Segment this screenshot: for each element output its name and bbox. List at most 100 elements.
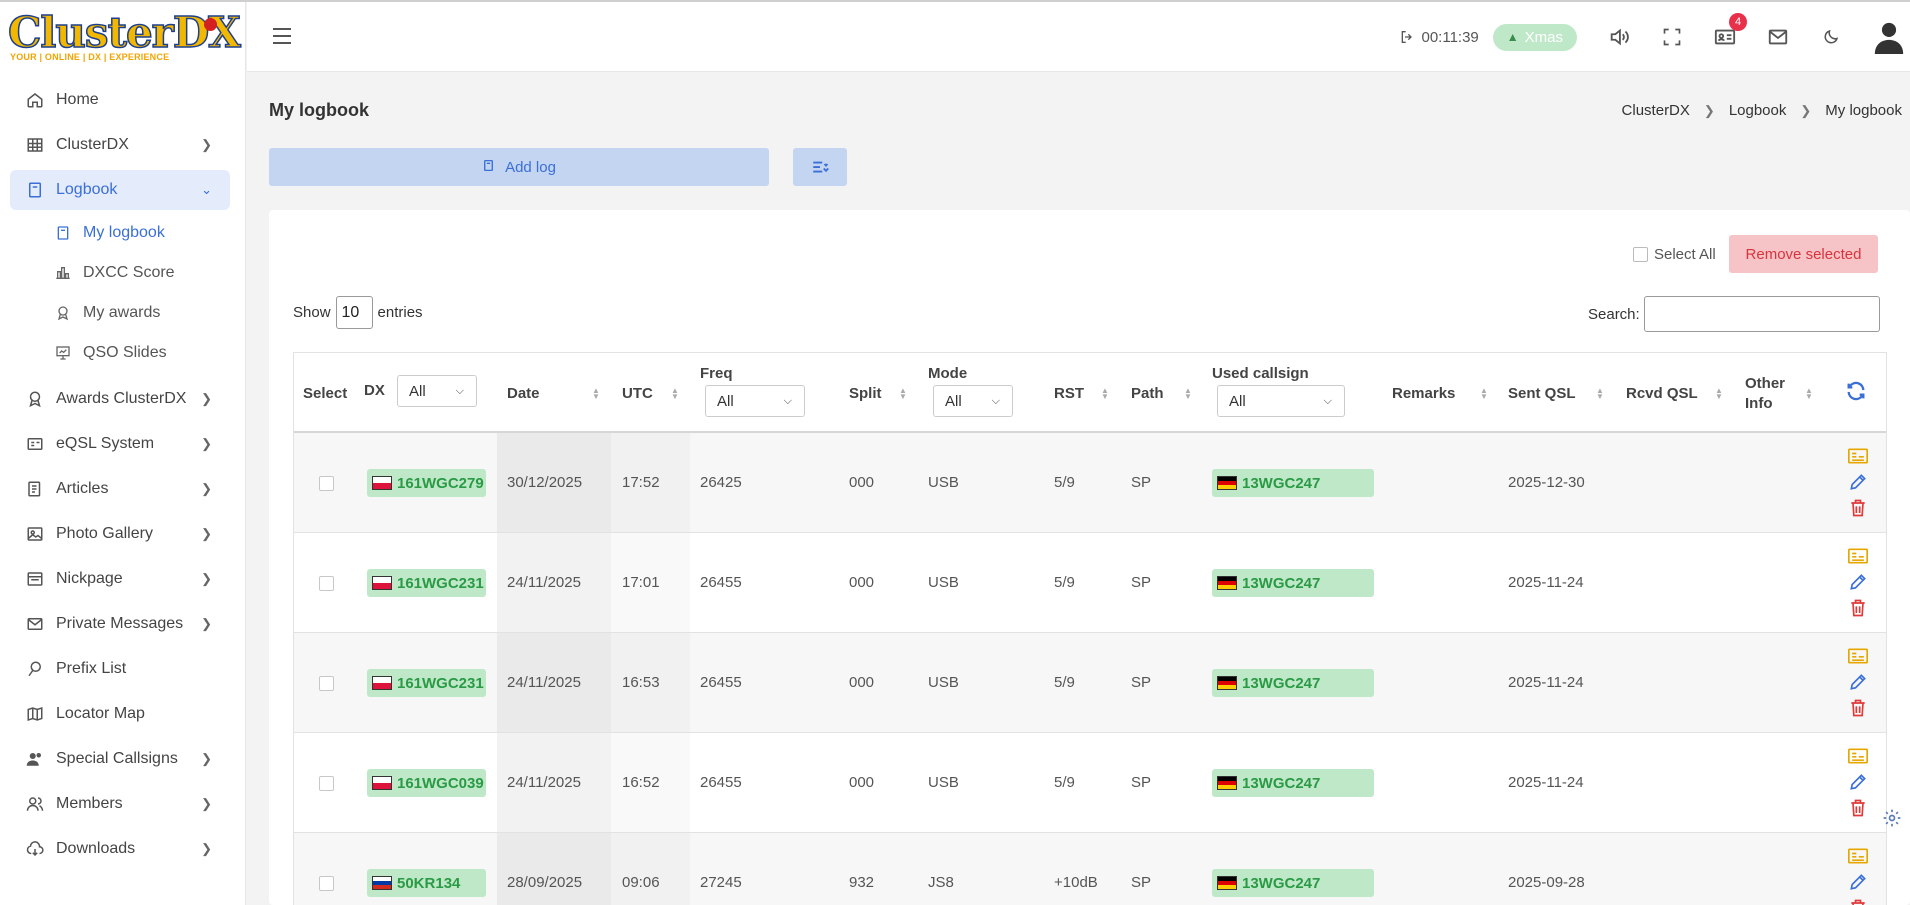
delete-icon[interactable] bbox=[1847, 895, 1869, 905]
row-checkbox[interactable] bbox=[319, 776, 334, 791]
used-callsign-pill[interactable]: 13WGC247 bbox=[1212, 769, 1374, 797]
cell-date: 24/11/2025 bbox=[507, 674, 581, 691]
sidebar-subitem-dxcc-score[interactable]: DXCC Score bbox=[10, 253, 230, 293]
sidebar-item-prefix-list[interactable]: Prefix List bbox=[10, 649, 230, 689]
col-utc[interactable]: UTC bbox=[622, 385, 653, 402]
book-icon bbox=[482, 159, 495, 176]
sidebar-item-locator-map[interactable]: Locator Map bbox=[10, 694, 230, 734]
mail-icon[interactable] bbox=[1766, 25, 1790, 49]
qsl-card-icon[interactable] bbox=[1847, 643, 1869, 669]
qsl-card-icon[interactable] bbox=[1847, 843, 1869, 869]
row-checkbox[interactable] bbox=[319, 876, 334, 891]
germany-flag-icon bbox=[1217, 776, 1237, 790]
sort-icon[interactable]: ▲ ▼ bbox=[1596, 386, 1604, 401]
delete-icon[interactable] bbox=[1847, 795, 1869, 821]
sort-icon[interactable]: ▲ ▼ bbox=[671, 386, 679, 401]
breadcrumb-item[interactable]: ClusterDX bbox=[1621, 102, 1690, 119]
edit-icon[interactable] bbox=[1847, 469, 1869, 495]
menu-toggle-icon[interactable] bbox=[273, 28, 291, 44]
delete-icon[interactable] bbox=[1847, 695, 1869, 721]
col-path[interactable]: Path bbox=[1131, 385, 1164, 402]
qsl-card-icon[interactable] bbox=[1847, 443, 1869, 469]
volume-icon[interactable] bbox=[1607, 25, 1631, 49]
sort-icon[interactable]: ▲ ▼ bbox=[592, 386, 600, 401]
col-remarks[interactable]: Remarks bbox=[1392, 385, 1456, 402]
id-card-icon[interactable]: 4 bbox=[1713, 13, 1747, 49]
used-callsign-pill[interactable]: 13WGC247 bbox=[1212, 669, 1374, 697]
edit-icon[interactable] bbox=[1847, 669, 1869, 695]
sort-icon[interactable]: ▲ ▼ bbox=[1101, 386, 1109, 401]
add-log-button[interactable]: Add log bbox=[269, 148, 769, 186]
select-all-checkbox[interactable]: Select All bbox=[1633, 246, 1716, 263]
delete-icon[interactable] bbox=[1847, 595, 1869, 621]
col-split[interactable]: Split bbox=[849, 385, 882, 402]
sort-icon[interactable]: ▲ ▼ bbox=[1480, 386, 1488, 401]
sidebar-item-special-callsigns[interactable]: Special Callsigns ❯ bbox=[10, 739, 230, 779]
sidebar-item-articles[interactable]: Articles ❯ bbox=[10, 469, 230, 509]
sidebar-item-downloads[interactable]: Downloads ❯ bbox=[10, 829, 230, 869]
used-callsign-pill[interactable]: 13WGC247 bbox=[1212, 469, 1374, 497]
sidebar-subitem-qso-slides[interactable]: QSO Slides bbox=[10, 333, 230, 373]
sidebar-item-photo-gallery[interactable]: Photo Gallery ❯ bbox=[10, 514, 230, 554]
used-callsign-filter-select[interactable]: All ⌵ bbox=[1217, 385, 1345, 417]
used-callsign-pill[interactable]: 13WGC247 bbox=[1212, 869, 1374, 897]
dx-callsign-pill[interactable]: 161WGC231 bbox=[367, 669, 486, 697]
freq-filter-select[interactable]: All ⌵ bbox=[705, 385, 805, 417]
search-input[interactable] bbox=[1643, 296, 1880, 332]
sidebar-item-eqsl-system[interactable]: eQSL System ❯ bbox=[10, 424, 230, 464]
remove-selected-button[interactable]: Remove selected bbox=[1729, 235, 1878, 273]
home-icon bbox=[26, 91, 44, 109]
sidebar-item-clusterdx[interactable]: ClusterDX ❯ bbox=[10, 125, 230, 165]
edit-icon[interactable] bbox=[1847, 769, 1869, 795]
sort-icon[interactable]: ▲ ▼ bbox=[899, 386, 907, 401]
row-checkbox[interactable] bbox=[319, 576, 334, 591]
brand-logo[interactable]: ClusterDX YOUR | ONLINE | DX | EXPERIENC… bbox=[7, 11, 241, 64]
sidebar-item-home[interactable]: Home bbox=[10, 80, 230, 120]
used-callsign: 13WGC247 bbox=[1242, 774, 1321, 792]
col-rst[interactable]: RST bbox=[1054, 385, 1084, 402]
user-avatar-icon[interactable] bbox=[1872, 20, 1906, 54]
dx-filter-select[interactable]: All ⌵ bbox=[397, 375, 477, 407]
entries-select[interactable]: 10 bbox=[335, 296, 373, 329]
dx-callsign-pill[interactable]: 161WGC231 bbox=[367, 569, 486, 597]
sidebar-item-private-messages[interactable]: Private Messages ❯ bbox=[10, 604, 230, 644]
col-rcvd-qsl[interactable]: Rcvd QSL bbox=[1626, 385, 1698, 402]
cell-sent-qsl: 2025-11-24 bbox=[1508, 674, 1584, 691]
sidebar-item-awards-clusterdx[interactable]: Awards ClusterDX ❯ bbox=[10, 379, 230, 419]
delete-icon[interactable] bbox=[1847, 495, 1869, 521]
sort-icon[interactable]: ▲ ▼ bbox=[1805, 386, 1813, 401]
sort-icon[interactable]: ▲ ▼ bbox=[1715, 386, 1723, 401]
sort-icon[interactable]: ▲ ▼ bbox=[1184, 386, 1192, 401]
checkbox[interactable] bbox=[1633, 247, 1648, 262]
breadcrumb-item[interactable]: Logbook bbox=[1728, 102, 1787, 119]
row-checkbox[interactable] bbox=[319, 476, 334, 491]
qsl-card-icon[interactable] bbox=[1847, 543, 1869, 569]
used-callsign-pill[interactable]: 13WGC247 bbox=[1212, 569, 1374, 597]
sidebar-subitem-my-logbook[interactable]: My logbook bbox=[10, 213, 230, 253]
refresh-icon[interactable] bbox=[1845, 380, 1867, 407]
dx-callsign-pill[interactable]: 50KR134 bbox=[367, 869, 486, 897]
mode-filter-select[interactable]: All ⌵ bbox=[933, 385, 1013, 417]
germany-flag-icon bbox=[1217, 676, 1237, 690]
session-timer[interactable]: 00:11:39 bbox=[1399, 29, 1479, 46]
sidebar-item-logbook[interactable]: Logbook ⌄ bbox=[10, 170, 230, 210]
dx-callsign: 161WGC039 bbox=[397, 774, 484, 792]
col-sent-qsl[interactable]: Sent QSL bbox=[1508, 385, 1576, 402]
col-date[interactable]: Date bbox=[507, 385, 540, 402]
edit-icon[interactable] bbox=[1847, 569, 1869, 595]
row-checkbox[interactable] bbox=[319, 676, 334, 691]
gear-icon[interactable] bbox=[1882, 808, 1902, 833]
theme-badge[interactable]: ▲ Xmas bbox=[1492, 23, 1577, 51]
fullscreen-icon[interactable] bbox=[1660, 25, 1684, 49]
moon-icon[interactable] bbox=[1819, 25, 1843, 49]
qsl-card-icon[interactable] bbox=[1847, 743, 1869, 769]
sidebar-item-members[interactable]: Members ❯ bbox=[10, 784, 230, 824]
dx-callsign-pill[interactable]: 161WGC039 bbox=[367, 769, 486, 797]
sidebar-subitem-my-awards[interactable]: My awards bbox=[10, 293, 230, 333]
sidebar-item-nickpage[interactable]: Nickpage ❯ bbox=[10, 559, 230, 599]
col-other-info[interactable]: Other bbox=[1745, 375, 1786, 392]
dx-callsign-pill[interactable]: 161WGC279 bbox=[367, 469, 486, 497]
col-other-info-line2: Info bbox=[1745, 395, 1773, 412]
column-filter-button[interactable] bbox=[793, 148, 847, 186]
edit-icon[interactable] bbox=[1847, 869, 1869, 895]
